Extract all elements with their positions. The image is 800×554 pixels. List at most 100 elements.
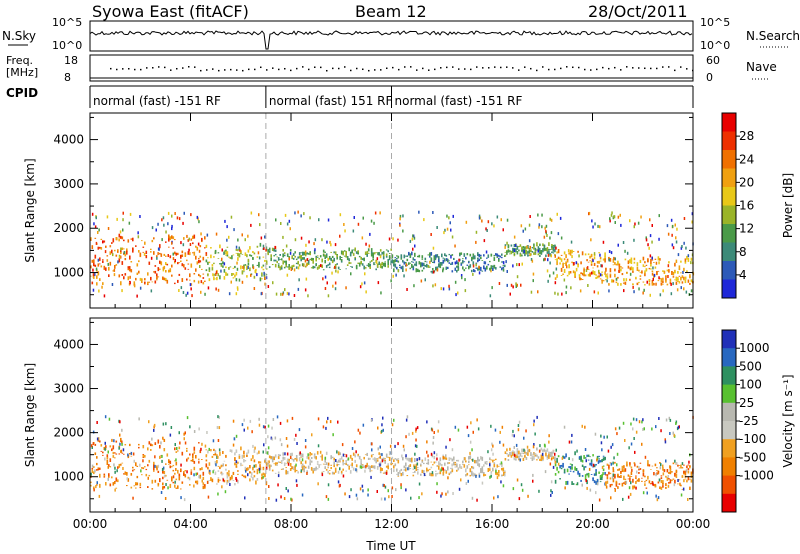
freq-label: Freq. xyxy=(6,54,33,67)
data-region xyxy=(554,451,606,486)
x-tick-label: 04:00 xyxy=(173,517,208,531)
nave-point xyxy=(194,66,196,68)
colorbar-title: Velocity [m s⁻¹] xyxy=(781,374,795,467)
x-tick-label: 16:00 xyxy=(475,517,510,531)
nave-point xyxy=(428,69,430,71)
nave-point xyxy=(524,66,526,68)
nave-point xyxy=(116,68,118,71)
colorbar-tick-label: 12 xyxy=(739,222,754,236)
noise-tick-top-left: 10^5 xyxy=(52,16,82,29)
nave-point xyxy=(410,66,412,68)
data-cells xyxy=(90,437,694,490)
colorbar: 4 8 12 16 20 24 28 Power [dB] xyxy=(721,112,795,299)
nave-point xyxy=(338,67,340,70)
nave-trace xyxy=(110,66,694,72)
nave-point xyxy=(506,66,508,68)
nave-point xyxy=(602,66,604,69)
nave-point xyxy=(134,68,136,71)
nave-point xyxy=(518,69,520,71)
data-region xyxy=(265,451,392,475)
y-tick-label: 4000 xyxy=(53,133,84,147)
nave-point xyxy=(446,66,448,69)
nave-point xyxy=(170,69,172,71)
colorbar-tick-label: 100 xyxy=(739,378,762,392)
nave-point xyxy=(590,69,592,71)
nave-point xyxy=(140,68,142,71)
nave-point xyxy=(632,67,634,69)
nave-point xyxy=(362,68,364,71)
y-axis-title: Slant Range [km] xyxy=(23,363,37,467)
nave-point xyxy=(404,66,406,68)
nave-point xyxy=(542,66,544,68)
nave-point xyxy=(536,69,538,72)
colorbar-swatch xyxy=(722,493,736,513)
date-title: 28/Oct/2011 xyxy=(588,2,688,21)
colorbar-swatch xyxy=(722,402,736,422)
colorbar-swatch xyxy=(722,279,736,299)
colorbar-swatch xyxy=(722,421,736,440)
nave-point xyxy=(200,69,202,72)
nave-point xyxy=(494,66,496,68)
colorbar-swatch xyxy=(722,224,736,243)
nave-point xyxy=(686,68,688,70)
colorbar-tick-label: 25 xyxy=(739,396,754,410)
nave-point xyxy=(392,66,394,69)
colorbar-tick-label: 28 xyxy=(739,129,754,143)
nave-point xyxy=(308,68,310,71)
nave-point xyxy=(284,67,286,70)
station-title: Syowa East (fitACF) xyxy=(92,2,249,21)
nave-point xyxy=(272,67,274,69)
colorbar-swatch xyxy=(722,131,736,151)
nave-point xyxy=(638,67,640,69)
data-region xyxy=(554,249,606,282)
nave-point xyxy=(476,66,478,68)
nave-point xyxy=(608,67,610,70)
nave-point xyxy=(380,69,382,71)
nave-point xyxy=(278,68,280,71)
nave-point xyxy=(548,68,550,71)
freq-unit-label: [MHz] xyxy=(6,66,38,79)
velocity-panel: 1000 2000 3000 4000 00:00 04:00 08:00 12:00 16:0… xyxy=(23,317,795,531)
y-tick-label: 1000 xyxy=(53,470,84,484)
colorbar-tick-label: -25 xyxy=(739,414,759,428)
nave-point xyxy=(596,68,598,71)
nave-point xyxy=(188,66,190,68)
beam-title: Beam 12 xyxy=(355,2,427,21)
nave-point xyxy=(470,68,472,71)
nave-point xyxy=(176,67,178,70)
freq-tick-top: 18 xyxy=(64,54,78,67)
colorbar-swatch xyxy=(722,261,736,280)
nave-point xyxy=(344,66,346,68)
nave-point xyxy=(554,68,556,71)
nave-point xyxy=(530,67,532,70)
nave-point xyxy=(692,69,694,72)
noise-tick-bottom-left: 10^0 xyxy=(52,39,82,52)
nave-point xyxy=(350,69,352,72)
colorbar-swatch xyxy=(722,439,736,458)
colorbar-tick-label: 16 xyxy=(739,199,754,213)
colorbar-swatch xyxy=(722,187,736,206)
data-region xyxy=(504,447,556,462)
nave-point xyxy=(464,68,466,70)
nave-point xyxy=(254,68,256,71)
nave-point xyxy=(326,69,328,72)
nave-point xyxy=(320,66,322,69)
nsky-label: N.Sky xyxy=(2,29,36,43)
colorbar-swatch xyxy=(722,384,736,404)
nave-point xyxy=(164,66,166,69)
colorbar-tick-label: -100 xyxy=(739,432,766,446)
colorbar-swatch xyxy=(722,168,736,188)
colorbar-tick-label: 500 xyxy=(739,359,762,373)
colorbar: 1000 500 100 25 -25 -100 -500 -1000 Velocity [m … xyxy=(721,329,795,513)
nave-point xyxy=(302,66,304,68)
data-region xyxy=(605,255,694,286)
nave-point xyxy=(332,67,334,70)
nave-point xyxy=(656,67,658,70)
nave-point xyxy=(572,66,574,69)
data-region xyxy=(90,233,208,286)
freq-strip: Freq. [MHz] 18 8 60 0 Nave xyxy=(6,54,777,84)
nave-point xyxy=(512,67,514,69)
colorbar-tick-label: 20 xyxy=(739,175,754,189)
nave-point xyxy=(578,66,580,69)
freq-tick-bottom: 8 xyxy=(64,71,71,84)
